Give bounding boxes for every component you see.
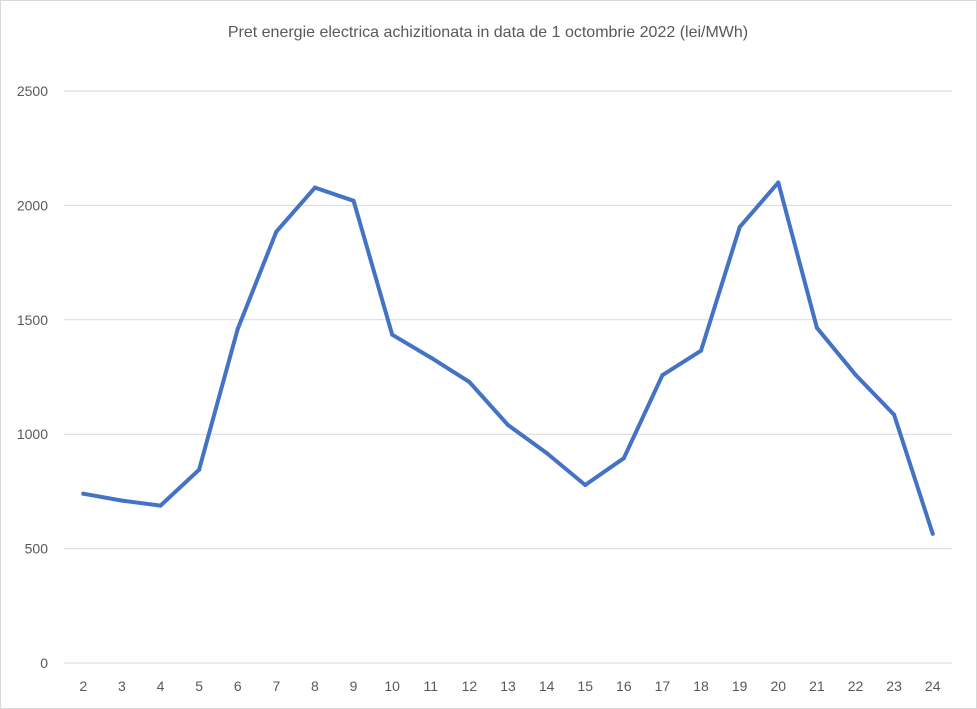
x-tick-label: 23 — [886, 678, 902, 694]
data-point — [699, 348, 704, 353]
data-point — [274, 229, 279, 234]
x-tick-label: 7 — [272, 678, 280, 694]
y-axis-ticks: 0 500 1000 1500 2000 2500 — [17, 83, 48, 671]
x-tick-label: 13 — [500, 678, 516, 694]
x-tick-label: 3 — [118, 678, 126, 694]
data-point — [351, 198, 356, 203]
data-point — [467, 380, 472, 385]
x-tick-label: 2 — [79, 678, 87, 694]
x-tick-label: 6 — [234, 678, 242, 694]
data-point — [814, 325, 819, 330]
x-tick-label: 11 — [424, 678, 439, 694]
data-point — [312, 185, 317, 190]
data-point — [776, 180, 781, 185]
x-axis-ticks: 2 3 4 5 6 7 8 9 10 11 12 13 14 15 16 17 18 19 20 21 22 23 24 — [79, 678, 940, 694]
x-tick-label: 21 — [809, 678, 825, 694]
data-point — [197, 467, 202, 472]
data-point — [158, 503, 163, 508]
y-tick-label: 2500 — [17, 83, 48, 99]
data-point — [892, 412, 897, 417]
y-tick-label: 1500 — [17, 312, 48, 328]
x-tick-label: 22 — [848, 678, 864, 694]
data-point — [506, 423, 510, 428]
data-point — [660, 373, 665, 378]
y-tick-label: 2000 — [17, 197, 48, 213]
x-tick-label: 14 — [539, 678, 555, 694]
data-point — [544, 450, 549, 455]
y-tick-label: 0 — [40, 655, 48, 671]
y-tick-label: 1000 — [17, 426, 48, 442]
gridlines — [64, 90, 952, 664]
data-point — [235, 326, 240, 331]
x-tick-label: 5 — [195, 678, 203, 694]
x-tick-label: 20 — [770, 678, 786, 694]
series-group — [81, 180, 935, 536]
data-point — [853, 372, 858, 377]
x-tick-label: 4 — [157, 678, 165, 694]
data-point — [428, 355, 433, 360]
data-point — [737, 225, 742, 230]
data-point — [81, 491, 86, 496]
x-tick-label: 16 — [616, 678, 632, 694]
x-tick-label: 12 — [462, 678, 478, 694]
x-tick-label: 24 — [925, 678, 941, 694]
x-tick-label: 17 — [655, 678, 671, 694]
x-tick-label: 9 — [350, 678, 358, 694]
data-point — [583, 482, 588, 487]
x-tick-label: 18 — [693, 678, 709, 694]
x-tick-label: 19 — [732, 678, 748, 694]
data-point — [119, 498, 124, 503]
data-point — [621, 456, 626, 461]
data-point — [390, 332, 395, 337]
chart-title: Pret energie electrica achizitionata in … — [228, 24, 748, 41]
x-tick-label: 10 — [384, 678, 400, 694]
y-tick-label: 500 — [25, 541, 49, 557]
x-tick-label: 15 — [577, 678, 593, 694]
x-tick-label: 8 — [311, 678, 319, 694]
data-point — [930, 531, 935, 536]
series-line-0 — [81, 180, 935, 536]
